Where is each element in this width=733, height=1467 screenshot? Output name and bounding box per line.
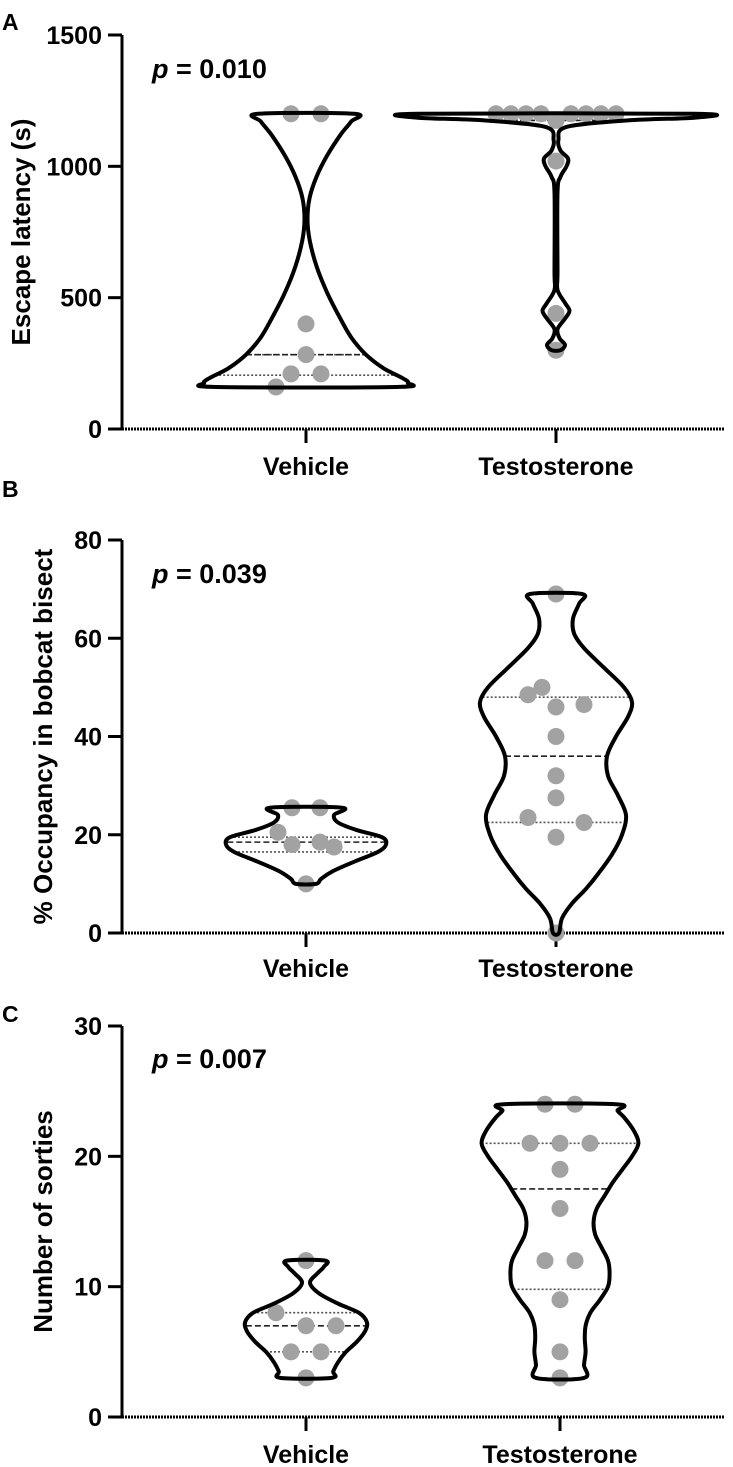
data-point [575, 696, 593, 714]
data-point [547, 767, 565, 785]
x-tick-label: Vehicle [263, 1441, 349, 1467]
data-point [311, 833, 329, 851]
data-point [297, 1317, 315, 1335]
violin-testosterone [392, 105, 720, 359]
data-point [547, 698, 565, 716]
violin-outline [196, 110, 416, 390]
p-value-symbol: p [151, 54, 169, 84]
data-point [282, 1343, 300, 1361]
violin-vehicle [242, 1252, 370, 1387]
data-point [547, 152, 565, 170]
data-point [575, 813, 593, 831]
y-axis-label: % Occupancy in bobcat bisect [28, 548, 58, 924]
x-tick-label: Testosterone [482, 1441, 637, 1467]
data-point [551, 1134, 569, 1152]
data-point [547, 728, 565, 745]
y-axis-label: Escape latency (s) [6, 119, 36, 346]
data-point [547, 789, 565, 807]
y-tick-label: 0 [88, 1404, 102, 1432]
data-point [267, 1304, 285, 1322]
violin-outline [223, 804, 389, 887]
x-tick-label: Testosterone [478, 955, 633, 983]
violin-outline [479, 1101, 641, 1382]
y-tick-label: 60 [74, 625, 102, 653]
panel-letter: B [2, 476, 19, 502]
violin-outline [392, 111, 720, 353]
violin-outline [477, 590, 635, 937]
data-point [551, 1160, 569, 1178]
y-tick-label: 500 [60, 285, 102, 313]
data-point [282, 365, 300, 383]
data-point [327, 1317, 345, 1335]
p-value: p = 0.007 [151, 1044, 267, 1074]
y-tick-label: 0 [88, 416, 102, 444]
data-point [312, 365, 330, 383]
violin-testosterone [477, 585, 635, 942]
data-point [325, 838, 343, 856]
data-point [536, 1252, 554, 1270]
data-point [533, 678, 551, 696]
p-value-symbol: p [151, 1044, 169, 1074]
data-point [519, 809, 537, 827]
p-value-text: = 0.010 [169, 54, 267, 84]
data-point [269, 823, 287, 841]
data-point [547, 111, 565, 129]
p-value-text: = 0.007 [169, 1044, 267, 1074]
y-tick-label: 30 [74, 1013, 102, 1041]
data-point [551, 1291, 569, 1309]
violin-outline [242, 1257, 370, 1381]
data-point [551, 1199, 569, 1217]
panel-a: A 0 500 1000 1500 Escape latency (s) p = 0.010… [2, 9, 725, 481]
data-point [566, 1252, 584, 1270]
panel-letter: C [2, 1001, 19, 1027]
y-tick-label: 20 [74, 1143, 102, 1171]
p-value-symbol: p [151, 559, 169, 589]
y-axis-label: Number of sorties [28, 1110, 58, 1333]
y-tick-label: 1500 [46, 22, 102, 50]
x-tick-label: Vehicle [263, 453, 349, 481]
p-value: p = 0.039 [151, 559, 267, 589]
data-point [581, 1134, 599, 1152]
panel-c: C 0 10 20 30 Number of sorties p = 0.007 Vehicl… [2, 1001, 725, 1467]
data-point [547, 304, 565, 322]
y-tick-label: 10 [74, 1274, 102, 1302]
data-point [297, 315, 315, 333]
data-point [297, 346, 315, 364]
y-tick-label: 1000 [46, 153, 102, 181]
x-tick-label: Vehicle [263, 955, 349, 983]
panel-letter: A [2, 9, 19, 35]
violin-vehicle [223, 799, 389, 893]
data-point [519, 686, 537, 704]
data-point [312, 1343, 330, 1361]
data-point [551, 1343, 569, 1361]
data-point [547, 828, 565, 846]
p-value-text: = 0.039 [169, 559, 267, 589]
panel-b: B 0 20 40 60 80 % Occupancy in bobcat bisect p … [2, 476, 725, 983]
y-tick-label: 0 [88, 920, 102, 948]
y-tick-label: 80 [74, 527, 102, 555]
data-point [521, 1134, 539, 1152]
y-tick-label: 20 [74, 822, 102, 850]
violin-testosterone [479, 1095, 641, 1387]
data-point [283, 836, 301, 854]
violin-vehicle [196, 105, 416, 396]
y-tick-label: 40 [74, 724, 102, 752]
p-value: p = 0.010 [151, 54, 267, 84]
x-tick-label: Testosterone [478, 453, 633, 481]
